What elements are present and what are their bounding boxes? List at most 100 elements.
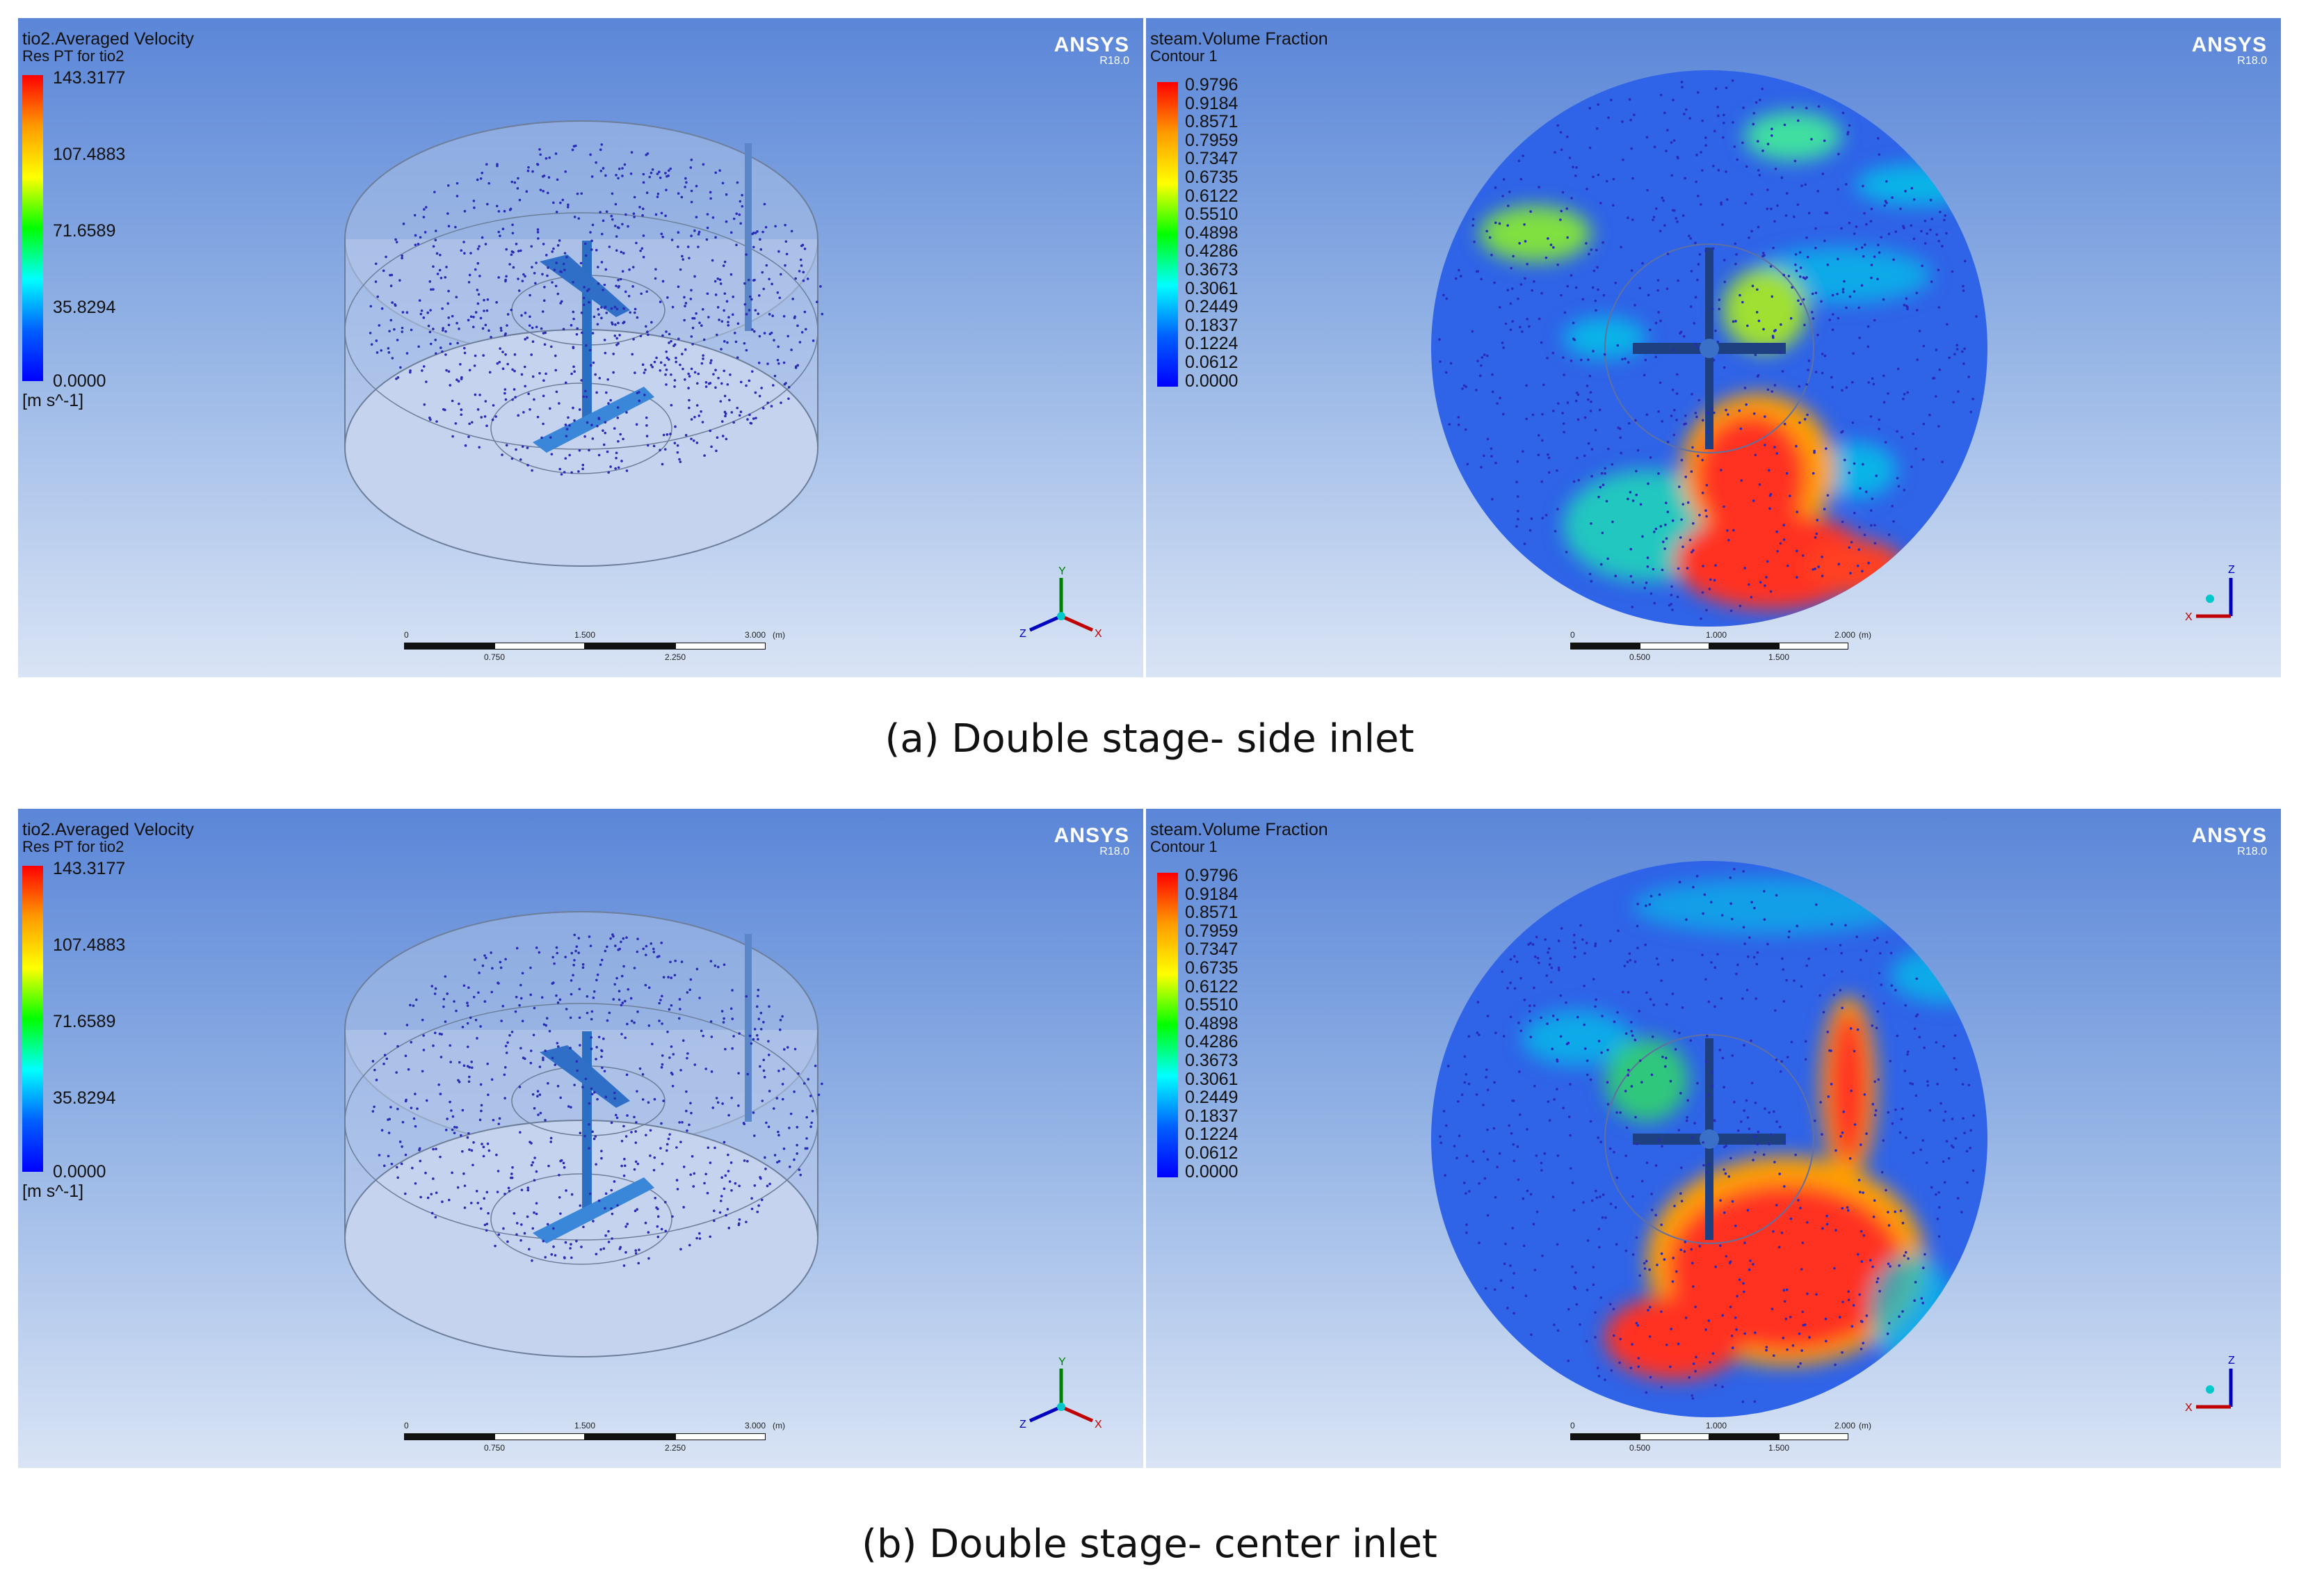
particle	[569, 1016, 572, 1019]
particle	[474, 354, 477, 357]
particle	[642, 947, 645, 951]
fraction-tick: 0.7959	[1185, 921, 1239, 941]
particle	[529, 966, 532, 969]
particle	[622, 437, 624, 441]
particle	[434, 339, 437, 341]
particle	[591, 1130, 594, 1134]
particle	[1533, 280, 1535, 283]
particle	[1777, 1246, 1781, 1249]
particle	[547, 1082, 549, 1085]
particle	[1597, 1246, 1601, 1249]
particle	[524, 275, 526, 278]
particle	[1677, 567, 1680, 570]
particle	[666, 1143, 669, 1146]
particle	[469, 1016, 472, 1019]
particle	[1904, 1251, 1907, 1254]
particle	[771, 384, 775, 387]
particle	[1720, 203, 1723, 206]
particle	[1588, 572, 1592, 576]
particle	[1964, 259, 1967, 263]
particle	[1803, 417, 1807, 421]
particle	[780, 401, 782, 404]
particle	[1754, 1102, 1757, 1104]
particle	[620, 1139, 624, 1143]
particle	[1647, 1309, 1649, 1312]
particle	[681, 1039, 685, 1042]
particle	[1471, 224, 1474, 227]
particle	[1873, 1113, 1877, 1117]
particle	[474, 393, 477, 396]
particle	[573, 370, 576, 373]
particle	[597, 417, 601, 421]
particle	[480, 1109, 483, 1113]
fraction-tick: 0.7959	[1185, 130, 1239, 150]
particle	[633, 1021, 636, 1024]
particle	[531, 326, 534, 330]
particle	[1572, 321, 1575, 325]
particle	[1797, 299, 1800, 303]
particle	[1557, 940, 1560, 942]
fraction-tick: 0.1224	[1185, 1125, 1239, 1145]
fraction-tick: 0.6122	[1185, 976, 1239, 997]
particle	[1863, 1093, 1866, 1096]
particle	[1660, 1310, 1663, 1313]
particle	[1590, 580, 1593, 583]
particle	[446, 1118, 449, 1120]
particle	[1955, 1068, 1958, 1071]
particle	[710, 445, 713, 449]
particle	[689, 1173, 693, 1176]
particle	[1665, 287, 1669, 290]
particle	[1659, 93, 1663, 97]
particle	[655, 356, 658, 360]
particle	[720, 1195, 723, 1198]
particle	[1596, 266, 1599, 269]
particle	[1874, 1109, 1878, 1112]
particle	[686, 1056, 688, 1060]
particle	[1901, 436, 1903, 439]
particle	[1492, 1127, 1496, 1130]
particle	[1597, 103, 1599, 106]
particle	[805, 1115, 808, 1119]
particle	[537, 1113, 540, 1116]
particle	[1845, 306, 1848, 309]
particle	[1656, 279, 1660, 282]
particle	[511, 1166, 514, 1169]
particle	[1686, 501, 1690, 504]
particle	[777, 1160, 781, 1163]
particle	[1937, 268, 1940, 271]
particle	[1704, 1060, 1708, 1063]
particle	[1791, 1344, 1795, 1347]
particle	[565, 1008, 568, 1010]
particle	[723, 340, 726, 343]
particle	[494, 415, 497, 418]
particle	[1629, 118, 1632, 122]
particle	[736, 322, 740, 325]
particle	[376, 351, 379, 354]
particle	[1583, 1023, 1586, 1026]
particle	[747, 278, 750, 282]
particle	[600, 1055, 603, 1058]
fraction-tick: 0.4898	[1185, 1013, 1239, 1033]
particle	[819, 285, 822, 288]
particle	[1448, 423, 1451, 426]
particle	[454, 225, 457, 229]
fraction-tick: 0.9796	[1185, 75, 1239, 95]
particle	[382, 1164, 386, 1168]
particle	[616, 1204, 619, 1207]
particle	[1486, 1088, 1490, 1091]
particle	[1600, 471, 1604, 475]
particle	[1679, 332, 1681, 335]
particle	[575, 333, 579, 336]
particle	[1782, 968, 1785, 971]
particle	[380, 349, 382, 352]
particle	[1871, 1024, 1874, 1027]
particle	[615, 976, 618, 980]
particle	[1826, 494, 1830, 497]
particle	[504, 958, 507, 961]
particle	[1645, 581, 1648, 584]
particle	[706, 226, 709, 229]
particle	[656, 1235, 660, 1239]
particle	[1742, 1290, 1745, 1293]
particle	[517, 277, 519, 280]
particle	[1754, 101, 1758, 104]
